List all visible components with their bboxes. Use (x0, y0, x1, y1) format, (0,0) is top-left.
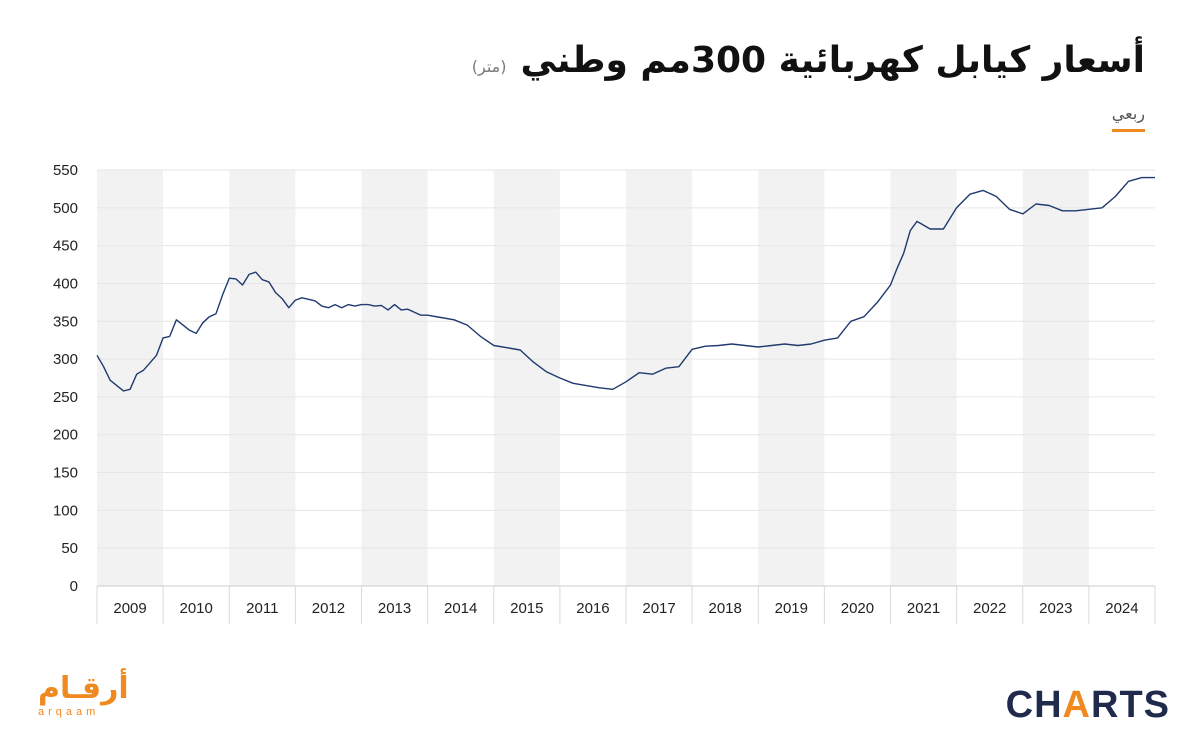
y-tick-label: 550 (53, 162, 78, 179)
x-tick-label: 2016 (576, 600, 609, 617)
y-tick-label: 0 (70, 578, 78, 595)
x-tick-label: 2022 (973, 600, 1006, 617)
year-band (97, 170, 164, 586)
year-band (626, 170, 693, 586)
year-band (758, 170, 825, 586)
x-tick-label: 2021 (907, 600, 940, 617)
chart-title: أسعار كيابل كهربائية 300مم وطني (520, 40, 1145, 81)
x-tick-label: 2011 (246, 600, 278, 617)
x-tick-label: 2013 (378, 600, 411, 617)
y-tick-label: 200 (53, 427, 78, 444)
x-tick-label: 2009 (113, 600, 146, 617)
x-tick-label: 2010 (180, 600, 213, 617)
year-band (361, 170, 428, 586)
x-tick-label: 2024 (1105, 600, 1138, 617)
x-tick-label: 2017 (642, 600, 675, 617)
y-tick-label: 500 (53, 200, 78, 217)
charts-logo: CHARTS (1006, 684, 1170, 727)
y-tick-label: 250 (53, 389, 78, 406)
x-tick-label: 2018 (709, 600, 742, 617)
x-tick-label: 2015 (510, 600, 543, 617)
y-tick-label: 400 (53, 275, 78, 292)
chart-unit: (متر) (471, 57, 507, 76)
y-tick-label: 100 (53, 502, 78, 519)
charts-logo-part1: CH (1005, 684, 1063, 726)
x-tick-label: 2012 (312, 600, 345, 617)
tab-quarterly[interactable]: ربعي (1111, 104, 1145, 132)
arqaam-logo: أرقـام arqaam (38, 671, 129, 719)
arqaam-logo-arabic: أرقـام (38, 671, 129, 706)
charts-logo-part2: RTS (1091, 684, 1170, 726)
charts-logo-accent: A (1062, 684, 1091, 726)
chart-title-block: أسعار كيابل كهربائية 300مم وطني (متر) (472, 40, 1145, 81)
x-tick-label: 2019 (775, 600, 808, 617)
year-band (1022, 170, 1089, 586)
y-tick-label: 350 (53, 313, 78, 330)
series-line (96, 176, 1155, 392)
x-tick-label: 2020 (841, 600, 874, 617)
y-tick-label: 300 (53, 351, 78, 368)
x-tick-label: 2014 (444, 600, 477, 617)
year-band (890, 170, 957, 586)
y-tick-label: 50 (61, 540, 78, 557)
year-band (493, 170, 560, 586)
x-tick-label: 2023 (1039, 600, 1072, 617)
year-band (229, 170, 296, 586)
arqaam-logo-latin: arqaam (38, 706, 100, 718)
y-tick-label: 450 (53, 238, 78, 255)
y-tick-label: 150 (53, 465, 78, 482)
